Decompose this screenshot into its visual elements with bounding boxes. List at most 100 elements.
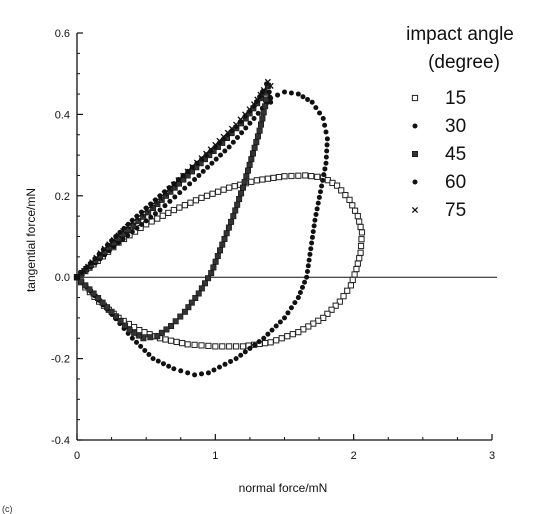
data-point [187, 199, 194, 206]
data-point [185, 304, 192, 311]
data-point [262, 340, 269, 347]
data-point [356, 218, 363, 225]
legend-title-line2: (degree) [428, 52, 500, 73]
data-point [282, 89, 287, 95]
data-point [256, 127, 263, 134]
data-point [308, 246, 314, 252]
data-point [304, 274, 310, 280]
data-point [192, 372, 198, 378]
x-axis-title: normal force/mN [239, 481, 328, 495]
data-point [223, 230, 230, 237]
data-point [234, 134, 240, 140]
data-point [356, 255, 363, 262]
data-point [228, 358, 234, 364]
data-point [310, 320, 317, 327]
data-point [238, 190, 245, 197]
data-point [226, 343, 233, 350]
data-point [240, 184, 247, 191]
data-point [126, 327, 133, 334]
data-point [248, 178, 255, 185]
data-point [354, 260, 361, 267]
data-point [260, 109, 267, 116]
data-point [259, 115, 266, 122]
data-point [316, 194, 322, 200]
data-point [333, 182, 341, 189]
data-point [313, 105, 319, 111]
data-point [232, 207, 239, 214]
data-point [214, 253, 221, 260]
data-point [302, 279, 308, 285]
data-point [203, 152, 209, 158]
data-point [120, 236, 126, 242]
data-point [253, 139, 260, 146]
data-point [178, 368, 184, 374]
data-point [320, 314, 327, 321]
data-point [205, 342, 212, 349]
data-point [357, 223, 364, 231]
data-point [244, 167, 251, 174]
data-point [222, 361, 228, 367]
data-point [324, 136, 330, 142]
data-point [177, 190, 183, 196]
data-point [243, 125, 249, 131]
data-point [263, 96, 270, 103]
data-point [181, 202, 189, 209]
data-point [168, 323, 175, 330]
data-point [295, 329, 302, 336]
data-point [225, 224, 232, 231]
data-point [160, 361, 166, 367]
data-point [233, 356, 239, 362]
data-point [353, 265, 360, 273]
data-point [277, 319, 283, 325]
x-tick-label: 2 [351, 450, 357, 462]
data-point [233, 121, 240, 128]
y-tick-label: 0.4 [55, 109, 70, 121]
y-tick-label: -0.2 [51, 354, 70, 366]
data-point [120, 228, 127, 235]
data-point [213, 156, 219, 162]
data-point [86, 286, 93, 293]
data-point [267, 82, 274, 89]
data-point [340, 293, 347, 300]
data-point [171, 366, 177, 372]
data-point [163, 326, 170, 333]
data-point [133, 215, 141, 222]
data-point [124, 223, 131, 230]
data-point [141, 329, 148, 336]
data-point [309, 99, 315, 105]
data-point [349, 276, 356, 284]
data-point [264, 78, 271, 85]
data-point [232, 343, 240, 350]
data-point [259, 176, 266, 183]
data-point [295, 172, 302, 179]
data-point [281, 173, 288, 180]
data-point [300, 326, 307, 333]
data-point [199, 371, 204, 377]
data-point [205, 275, 212, 282]
data-point [200, 168, 206, 174]
data-point [236, 196, 243, 203]
tick-labels: -0.4 -0.2 0.0 0.2 0.4 0.6 0 1 2 3 [51, 28, 495, 462]
data-point [251, 144, 258, 151]
data-point [226, 184, 233, 191]
data-point [167, 337, 175, 344]
data-point [230, 139, 236, 145]
data-point [315, 317, 322, 324]
data-point [239, 130, 245, 136]
data-point [270, 174, 277, 181]
data-point [238, 352, 244, 358]
data-point [242, 349, 248, 355]
data-point [95, 295, 102, 302]
data-point [357, 242, 365, 250]
data-point [358, 229, 366, 236]
x-tick-label: 1 [212, 450, 218, 462]
data-point [311, 223, 317, 229]
data-point [275, 173, 283, 181]
data-point [344, 287, 351, 294]
data-point [219, 343, 226, 350]
data-point [299, 284, 305, 290]
data-point [358, 236, 365, 243]
data-point [156, 194, 164, 201]
data-point [104, 304, 111, 311]
